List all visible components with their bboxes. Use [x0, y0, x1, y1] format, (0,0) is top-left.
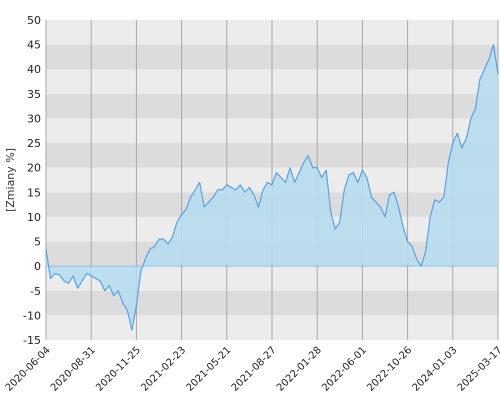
series-area: [46, 44, 498, 331]
x-tick-label: 2020-08-31: [49, 345, 98, 394]
x-tick-label: 2021-02-23: [139, 345, 188, 394]
y-tick-label: 50: [27, 14, 41, 27]
x-tick-label: 2020-06-04: [4, 345, 53, 394]
y-tick-label: -5: [30, 285, 41, 298]
y-tick-label: 40: [27, 63, 41, 76]
y-tick-label: 5: [34, 236, 41, 249]
x-tick-label: 2022-01-28: [275, 345, 324, 394]
x-tick-label: 2022-10-26: [365, 345, 414, 394]
series-group: [45, 44, 499, 331]
y-tick-label: 20: [27, 162, 41, 175]
x-tick-label: 2022-06-01: [320, 345, 369, 394]
y-tick-label: 15: [27, 186, 41, 199]
x-tick-labels: 2020-06-042020-08-312020-11-252021-02-23…: [4, 345, 500, 394]
y-tick-label: 35: [27, 88, 41, 101]
y-tick-label: 25: [27, 137, 41, 150]
y-tick-label: 10: [27, 211, 41, 224]
y-tick-label: 0: [34, 260, 41, 273]
x-tick-label: 2020-11-25: [94, 345, 143, 394]
x-tick-label: 2025-03-17: [456, 345, 500, 394]
y-axis-label: [Zmiany %]: [4, 148, 17, 212]
y-tick-labels: -15 -10 -5 0 5 10 15 20 25 30 35 40 45 50: [23, 14, 41, 347]
x-tick-label: 2021-05-21: [185, 345, 234, 394]
y-tick-label: 30: [27, 112, 41, 125]
y-tick-label: 45: [27, 39, 41, 52]
x-tick-label: 2021-08-27: [230, 345, 279, 394]
x-tick-label: 2024-01-03: [411, 345, 460, 394]
series-line: [45, 44, 499, 331]
y-tick-label: -10: [23, 309, 41, 322]
y-tick-label: -15: [23, 334, 41, 347]
